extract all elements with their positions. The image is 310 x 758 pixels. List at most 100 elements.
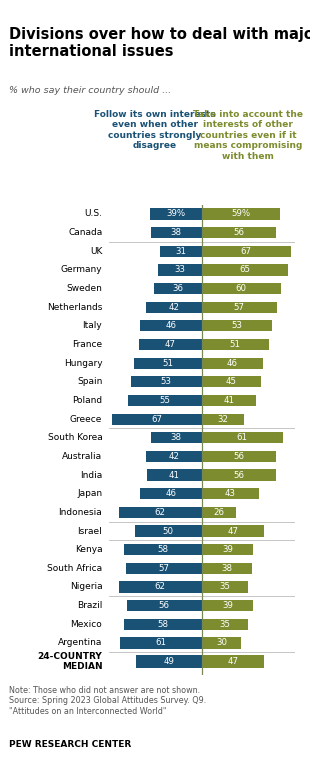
Text: Spain: Spain: [77, 377, 102, 387]
Text: 36: 36: [172, 284, 183, 293]
Text: 39: 39: [222, 601, 233, 610]
Text: 41: 41: [169, 471, 180, 480]
Text: Nigeria: Nigeria: [70, 582, 102, 591]
Text: Argentina: Argentina: [58, 638, 102, 647]
Bar: [202, 227, 276, 238]
Text: 47: 47: [165, 340, 176, 349]
Text: 53: 53: [161, 377, 172, 387]
Text: 42: 42: [168, 452, 179, 461]
Text: Divisions over how to deal with major
international issues: Divisions over how to deal with major in…: [9, 27, 310, 59]
Text: Canada: Canada: [68, 228, 102, 237]
Bar: [135, 525, 202, 537]
Text: 38: 38: [171, 228, 182, 237]
Bar: [131, 376, 202, 387]
Bar: [154, 283, 202, 294]
Bar: [124, 619, 202, 630]
Bar: [202, 451, 276, 462]
Bar: [202, 544, 253, 556]
Bar: [202, 488, 259, 500]
Text: Israel: Israel: [78, 527, 102, 535]
Text: 60: 60: [236, 284, 247, 293]
Bar: [136, 655, 202, 668]
Text: 50: 50: [163, 527, 174, 535]
Text: 56: 56: [233, 452, 244, 461]
Text: 38: 38: [171, 434, 182, 442]
Bar: [119, 581, 202, 593]
Text: 53: 53: [231, 321, 242, 330]
Bar: [202, 562, 252, 574]
Text: 57: 57: [234, 302, 245, 312]
Bar: [124, 544, 202, 556]
Bar: [202, 655, 264, 668]
Text: 61: 61: [237, 434, 247, 442]
Text: 58: 58: [157, 620, 168, 629]
Bar: [202, 432, 282, 443]
Text: 59%: 59%: [231, 209, 250, 218]
Text: France: France: [72, 340, 102, 349]
Text: Italy: Italy: [82, 321, 102, 330]
Text: 46: 46: [166, 489, 176, 498]
Text: 46: 46: [166, 321, 176, 330]
Text: 58: 58: [157, 545, 168, 554]
Bar: [202, 581, 248, 593]
Text: 43: 43: [224, 489, 236, 498]
Bar: [202, 265, 288, 275]
Bar: [202, 302, 277, 313]
Text: 32: 32: [217, 415, 228, 424]
Bar: [160, 246, 202, 257]
Text: Netherlands: Netherlands: [47, 302, 102, 312]
Bar: [126, 562, 202, 574]
Bar: [202, 339, 269, 350]
Bar: [146, 451, 202, 462]
Text: Australia: Australia: [62, 452, 102, 461]
Text: 56: 56: [233, 228, 244, 237]
Text: UK: UK: [90, 247, 102, 255]
Bar: [202, 525, 264, 537]
Bar: [140, 488, 202, 500]
Text: 26: 26: [213, 508, 224, 517]
Bar: [202, 637, 241, 649]
Bar: [202, 507, 236, 518]
Bar: [202, 376, 261, 387]
Text: Hungary: Hungary: [64, 359, 102, 368]
Bar: [202, 321, 272, 331]
Text: 46: 46: [227, 359, 237, 368]
Text: Greece: Greece: [70, 415, 102, 424]
Bar: [127, 600, 202, 611]
Text: PEW RESEARCH CENTER: PEW RESEARCH CENTER: [9, 740, 131, 749]
Bar: [202, 208, 280, 220]
Text: 61: 61: [156, 638, 166, 647]
Bar: [202, 469, 276, 481]
Bar: [147, 469, 202, 481]
Text: Sweden: Sweden: [66, 284, 102, 293]
Bar: [202, 246, 290, 257]
Bar: [202, 600, 253, 611]
Text: Mexico: Mexico: [71, 620, 102, 629]
Text: 56: 56: [159, 601, 170, 610]
Text: Note: Those who did not answer are not shown.
Source: Spring 2023 Global Attitud: Note: Those who did not answer are not s…: [9, 686, 206, 716]
Text: Indonesia: Indonesia: [59, 508, 102, 517]
Text: Brazil: Brazil: [77, 601, 102, 610]
Bar: [158, 265, 202, 275]
Text: 39%: 39%: [166, 209, 185, 218]
Text: India: India: [80, 471, 102, 480]
Text: 47: 47: [227, 527, 238, 535]
Bar: [150, 208, 202, 220]
Bar: [151, 227, 202, 238]
Text: 57: 57: [158, 564, 169, 573]
Bar: [146, 302, 202, 313]
Text: 45: 45: [226, 377, 237, 387]
Text: 67: 67: [241, 247, 251, 255]
Text: Japan: Japan: [77, 489, 102, 498]
Text: 30: 30: [216, 638, 227, 647]
Text: 55: 55: [159, 396, 170, 405]
Text: 62: 62: [155, 582, 166, 591]
Text: 39: 39: [222, 545, 233, 554]
Text: 47: 47: [227, 657, 238, 666]
Text: 41: 41: [223, 396, 234, 405]
Text: 62: 62: [155, 508, 166, 517]
Text: 67: 67: [152, 415, 162, 424]
Text: U.S.: U.S.: [84, 209, 102, 218]
Text: 24-COUNTRY
MEDIAN: 24-COUNTRY MEDIAN: [38, 652, 102, 672]
Bar: [151, 432, 202, 443]
